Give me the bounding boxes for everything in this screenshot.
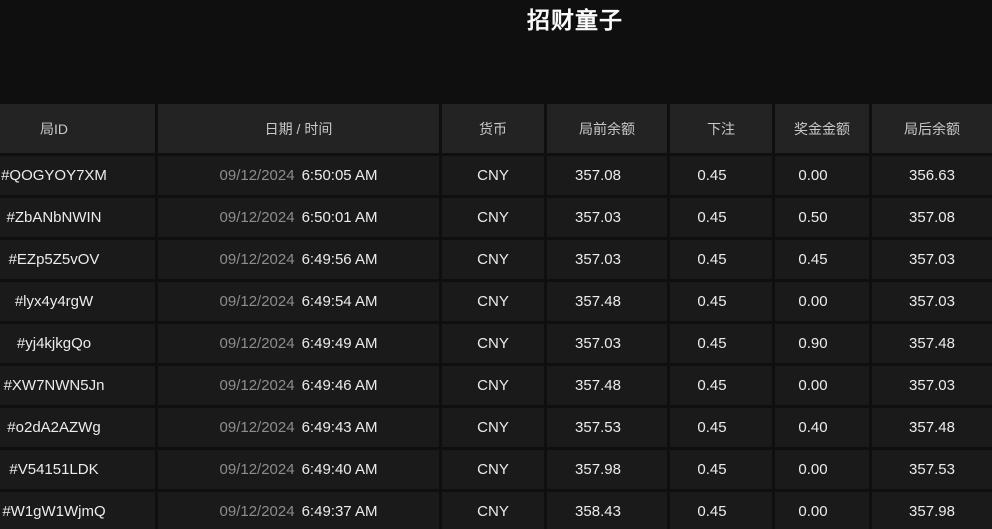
cell-currency: CNY [442,324,544,363]
cell-currency: CNY [442,156,544,195]
time-text: 6:50:05 AM [301,167,378,184]
cell-currency: CNY [442,408,544,447]
cell-balance-after: 357.53 [872,450,992,489]
cell-balance-after: 356.63 [872,156,992,195]
cell-date-time: 09/12/2024 6:49:40 AM [158,450,439,489]
time-text: 6:49:43 AM [301,419,378,436]
date-text: 09/12/2024 [219,461,295,478]
cell-prize: 0.40 [775,408,869,447]
cell-bet: 0.45 [670,408,772,447]
date-text: 09/12/2024 [219,167,295,184]
cell-currency: CNY [442,240,544,279]
cell-balance-before: 358.43 [547,492,667,529]
game-history-table: 局ID 日期 / 时间 货币 局前余额 下注 奖金金额 局后余额 #QOGYOY7XM 09/1… [0,104,992,529]
cell-round-id: #EZp5Z5vOV [0,240,155,279]
cell-balance-before: 357.03 [547,240,667,279]
cell-date-time: 09/12/2024 6:50:05 AM [158,156,439,195]
cell-balance-before: 357.53 [547,408,667,447]
cell-round-id: #lyx4y4rgW [0,282,155,321]
cell-bet: 0.45 [670,366,772,405]
cell-balance-after: 357.48 [872,324,992,363]
column-header-currency: 货币 [442,104,544,153]
date-text: 09/12/2024 [219,503,295,520]
time-text: 6:49:46 AM [301,377,378,394]
date-text: 09/12/2024 [219,209,295,226]
cell-balance-after: 357.03 [872,366,992,405]
cell-date-time: 09/12/2024 6:49:37 AM [158,492,439,529]
page-header: 招财童子 [0,6,992,34]
cell-bet: 0.45 [670,282,772,321]
date-text: 09/12/2024 [219,335,295,352]
cell-bet: 0.45 [670,156,772,195]
cell-balance-after: 357.08 [872,198,992,237]
cell-balance-after: 357.48 [872,408,992,447]
cell-prize: 0.00 [775,282,869,321]
cell-round-id: #yj4kjkgQo [0,324,155,363]
time-text: 6:50:01 AM [301,209,378,226]
cell-date-time: 09/12/2024 6:50:01 AM [158,198,439,237]
cell-prize: 0.00 [775,366,869,405]
cell-bet: 0.45 [670,240,772,279]
cell-round-id: #V54151LDK [0,450,155,489]
page-title: 招财童子 [527,7,623,33]
date-text: 09/12/2024 [219,419,295,436]
cell-currency: CNY [442,282,544,321]
column-header-round-id: 局ID [0,104,155,153]
cell-currency: CNY [442,198,544,237]
cell-currency: CNY [442,366,544,405]
cell-currency: CNY [442,492,544,529]
cell-prize: 0.90 [775,324,869,363]
time-text: 6:49:56 AM [301,251,378,268]
cell-balance-after: 357.03 [872,282,992,321]
cell-currency: CNY [442,450,544,489]
cell-round-id: #W1gW1WjmQ [0,492,155,529]
date-text: 09/12/2024 [219,293,295,310]
date-text: 09/12/2024 [219,377,295,394]
cell-prize: 0.00 [775,492,869,529]
column-header-prize: 奖金金额 [775,104,869,153]
column-header-balance-after: 局后余额 [872,104,992,153]
cell-prize: 0.00 [775,450,869,489]
column-header-date-time: 日期 / 时间 [158,104,439,153]
cell-round-id: #o2dA2AZWg [0,408,155,447]
date-text: 09/12/2024 [219,251,295,268]
cell-balance-before: 357.03 [547,198,667,237]
time-text: 6:49:40 AM [301,461,378,478]
cell-date-time: 09/12/2024 6:49:49 AM [158,324,439,363]
cell-date-time: 09/12/2024 6:49:54 AM [158,282,439,321]
time-text: 6:49:37 AM [301,503,378,520]
cell-date-time: 09/12/2024 6:49:46 AM [158,366,439,405]
cell-balance-before: 357.98 [547,450,667,489]
cell-prize: 0.45 [775,240,869,279]
cell-date-time: 09/12/2024 6:49:56 AM [158,240,439,279]
cell-balance-after: 357.98 [872,492,992,529]
cell-bet: 0.45 [670,450,772,489]
cell-bet: 0.45 [670,198,772,237]
cell-bet: 0.45 [670,324,772,363]
cell-prize: 0.00 [775,156,869,195]
cell-balance-before: 357.03 [547,324,667,363]
time-text: 6:49:49 AM [301,335,378,352]
cell-balance-before: 357.48 [547,282,667,321]
time-text: 6:49:54 AM [301,293,378,310]
column-header-balance-before: 局前余额 [547,104,667,153]
cell-balance-before: 357.48 [547,366,667,405]
cell-bet: 0.45 [670,492,772,529]
cell-balance-after: 357.03 [872,240,992,279]
cell-round-id: #XW7NWN5Jn [0,366,155,405]
cell-prize: 0.50 [775,198,869,237]
cell-balance-before: 357.08 [547,156,667,195]
column-header-bet: 下注 [670,104,772,153]
cell-round-id: #ZbANbNWIN [0,198,155,237]
cell-date-time: 09/12/2024 6:49:43 AM [158,408,439,447]
cell-round-id: #QOGYOY7XM [0,156,155,195]
